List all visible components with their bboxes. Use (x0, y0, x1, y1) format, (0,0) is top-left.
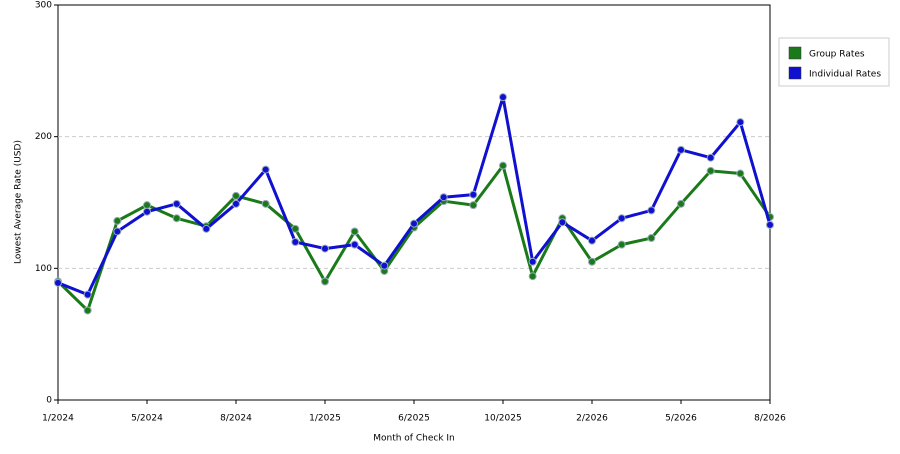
data-point (291, 224, 300, 233)
data-point (528, 272, 537, 281)
data-point (291, 238, 300, 246)
legend-label: Group Rates (809, 50, 865, 60)
data-point (677, 145, 685, 154)
data-point (232, 191, 240, 200)
data-point (617, 240, 626, 249)
y-tick-label: 0 (46, 396, 52, 406)
data-point (261, 165, 270, 174)
data-point (736, 118, 745, 127)
data-point (143, 201, 151, 210)
data-point (469, 201, 478, 210)
data-point (528, 257, 537, 266)
data-point (350, 227, 359, 236)
legend-swatch (788, 66, 802, 80)
data-point (83, 290, 92, 299)
data-point (469, 190, 478, 199)
data-point (766, 220, 774, 229)
x-tick-label: 10/2025 (484, 414, 521, 424)
data-point (202, 224, 211, 233)
x-tick-label: 2/2026 (576, 414, 608, 424)
y-tick-label: 200 (35, 132, 52, 142)
data-point (350, 240, 359, 249)
x-tick-label: 1/2024 (42, 414, 74, 424)
data-point (439, 193, 448, 202)
data-point (736, 169, 745, 178)
x-tick-label: 6/2025 (398, 414, 430, 424)
data-point (54, 278, 62, 287)
x-tick-label: 8/2024 (220, 414, 252, 424)
data-point (172, 214, 181, 223)
data-point (113, 216, 122, 225)
data-point (410, 219, 418, 228)
data-point (83, 306, 92, 315)
y-tick-label: 300 (35, 1, 52, 11)
data-point (172, 199, 181, 208)
data-point (113, 227, 122, 236)
x-tick-label: 5/2024 (131, 414, 163, 424)
data-point (232, 199, 240, 208)
data-point (706, 166, 715, 175)
data-point (706, 153, 715, 162)
data-point (143, 207, 151, 216)
data-point (588, 236, 596, 245)
data-point (499, 93, 507, 102)
legend-label: Individual Rates (809, 70, 881, 80)
data-point (677, 199, 685, 208)
x-axis-label: Month of Check In (373, 434, 455, 444)
data-point (588, 257, 596, 266)
data-point (321, 244, 329, 253)
x-tick-label: 5/2026 (665, 414, 697, 424)
data-point (380, 261, 389, 270)
legend-swatch (788, 46, 802, 60)
data-point (617, 214, 626, 223)
y-axis-label: Lowest Average Rate (USD) (14, 140, 24, 264)
data-point (558, 218, 567, 227)
data-point (321, 277, 329, 286)
y-tick-label: 100 (35, 264, 52, 274)
data-point (647, 234, 656, 243)
x-tick-label: 1/2025 (309, 414, 341, 424)
data-point (647, 206, 656, 215)
data-point (499, 161, 507, 170)
data-point (261, 199, 270, 208)
x-tick-label: 8/2026 (754, 414, 786, 424)
